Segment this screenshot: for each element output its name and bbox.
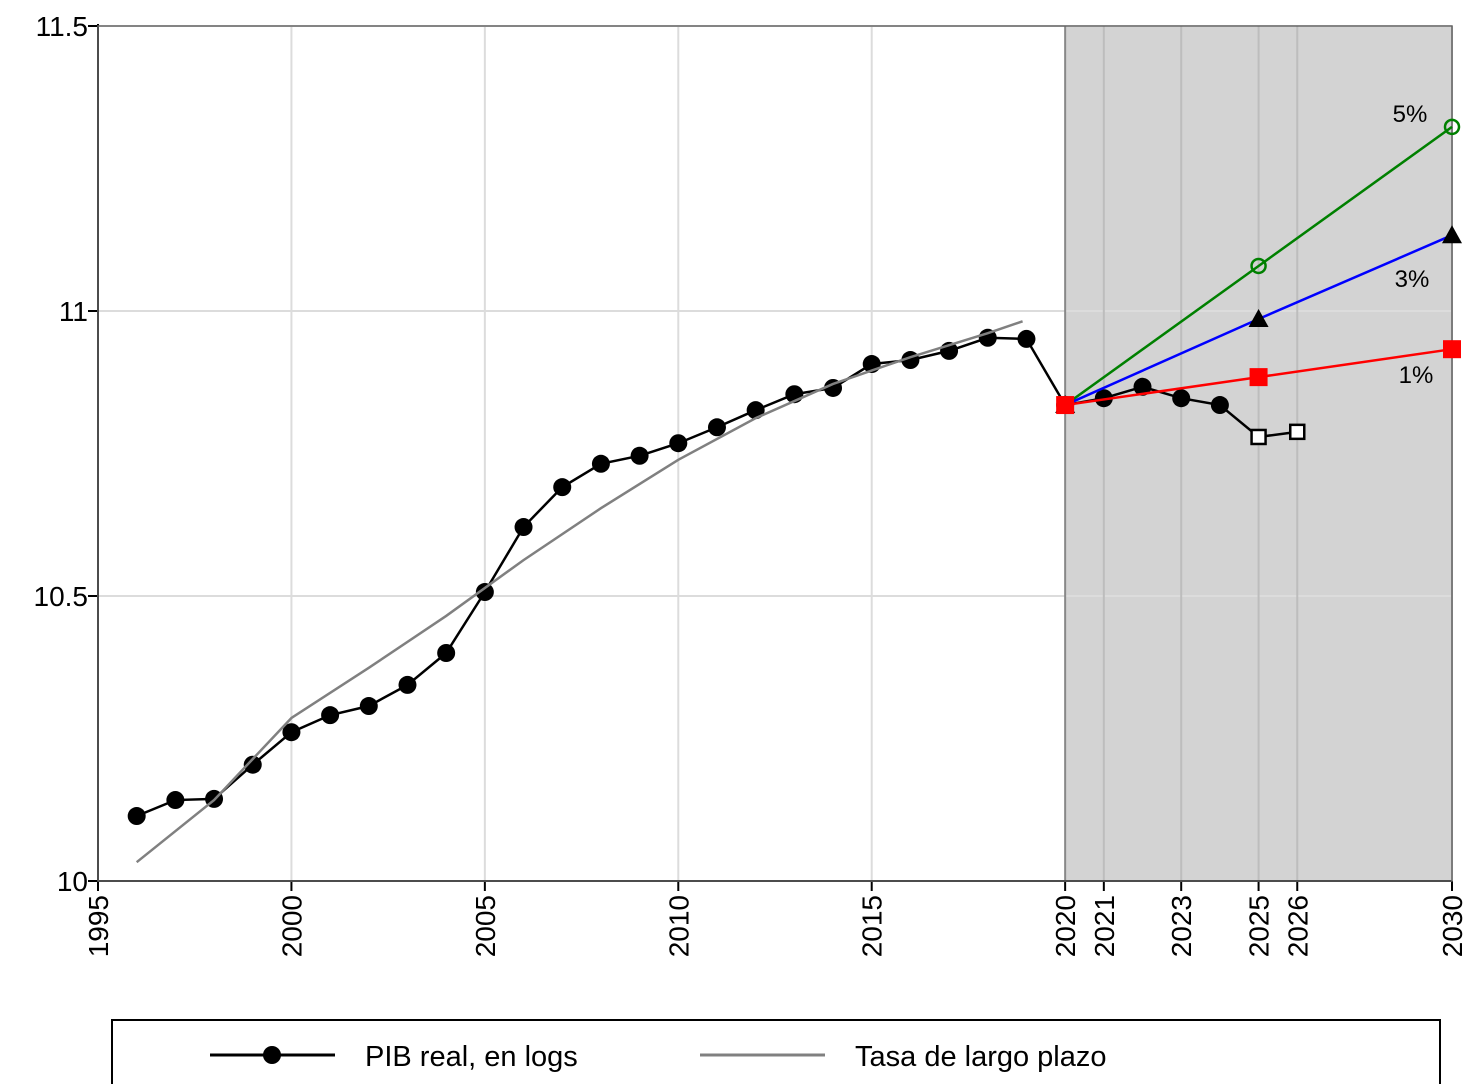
point xyxy=(553,478,572,497)
plot-frame xyxy=(97,25,1453,882)
point xyxy=(1210,396,1229,415)
point xyxy=(514,518,533,537)
point xyxy=(282,723,301,742)
series-label: 3% xyxy=(1395,266,1430,293)
point xyxy=(1442,225,1462,244)
legend-marker xyxy=(263,1046,281,1064)
point xyxy=(127,807,146,826)
x-tick-label: 2030 xyxy=(1437,895,1468,957)
series-line xyxy=(135,320,1023,864)
point xyxy=(1133,377,1152,396)
legend-label: PIB real, en logs xyxy=(365,1041,578,1073)
point xyxy=(359,697,378,716)
point xyxy=(1017,329,1036,348)
x-tick-label: 2025 xyxy=(1244,895,1275,957)
point xyxy=(669,434,688,453)
y-tick-label: 10.5 xyxy=(34,581,89,612)
x-tick-label: 2020 xyxy=(1050,895,1081,957)
y-tick-label: 10 xyxy=(57,866,88,897)
point xyxy=(591,454,610,473)
x-tick-label: 1995 xyxy=(83,895,114,957)
point xyxy=(437,644,456,662)
point xyxy=(630,446,649,465)
legend-box xyxy=(111,1019,1441,1089)
point xyxy=(321,706,340,725)
point xyxy=(1249,368,1268,387)
point xyxy=(1248,308,1269,327)
point xyxy=(1172,389,1191,408)
y-tick-label: 11.5 xyxy=(36,11,88,42)
point xyxy=(707,418,726,437)
point xyxy=(1443,340,1461,359)
point xyxy=(1056,396,1075,415)
x-tick-label: 2021 xyxy=(1089,895,1120,957)
x-tick-label: 2000 xyxy=(276,895,307,957)
x-tick-label: 2015 xyxy=(857,895,888,957)
y-tick-label: 11 xyxy=(59,296,88,327)
series-line xyxy=(1064,125,1453,407)
point xyxy=(398,675,417,694)
point xyxy=(1250,257,1267,275)
x-tick-label: 2023 xyxy=(1166,895,1197,957)
point xyxy=(243,755,262,774)
legend-label: Tasa de largo plazo xyxy=(855,1041,1107,1073)
x-tick-label: 2010 xyxy=(663,895,694,957)
point xyxy=(1250,428,1267,446)
series-label: 5% xyxy=(1393,101,1428,128)
point xyxy=(1289,423,1306,441)
point xyxy=(1443,118,1461,136)
point xyxy=(475,583,494,602)
point xyxy=(978,328,997,347)
point xyxy=(746,401,765,420)
series-label: 1% xyxy=(1399,362,1434,389)
point xyxy=(166,791,185,810)
x-tick-label: 2005 xyxy=(470,895,501,957)
x-tick-label: 2026 xyxy=(1282,895,1313,957)
